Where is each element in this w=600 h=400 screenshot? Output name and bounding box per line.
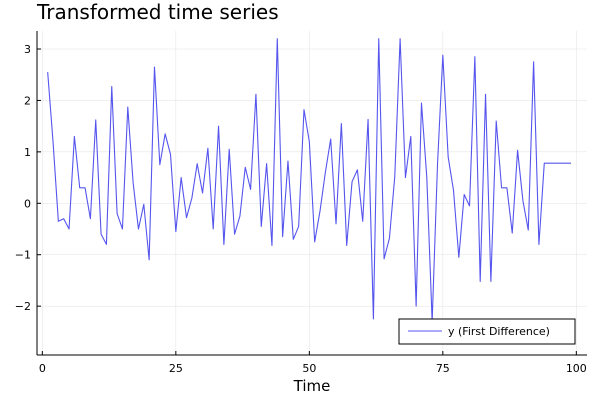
y-tick-label: 2	[24, 94, 31, 107]
x-axis-label: Time	[293, 377, 331, 395]
x-tick-label: 75	[436, 362, 450, 375]
x-tick-label: 50	[302, 362, 316, 375]
y-tick-label: 3	[24, 43, 31, 56]
legend: y (First Difference)	[398, 318, 576, 345]
grid-layer	[37, 31, 587, 355]
y-tick-label: −2	[15, 300, 31, 313]
series-line-0	[47, 38, 571, 323]
legend-label: y (First Difference)	[448, 325, 550, 338]
series-layer	[47, 38, 571, 323]
x-tick-label: 100	[566, 362, 587, 375]
x-tick-label: 0	[39, 362, 46, 375]
tick-layer: 0 25 50 75 100 −2 −1 0 1 2 3	[15, 43, 587, 375]
chart-title: Transformed time series	[36, 0, 279, 24]
y-tick-label: −1	[15, 249, 31, 262]
x-tick-label: 25	[169, 362, 183, 375]
y-tick-label: 0	[24, 197, 31, 210]
y-tick-label: 1	[24, 146, 31, 159]
axis-layer	[36, 31, 587, 356]
